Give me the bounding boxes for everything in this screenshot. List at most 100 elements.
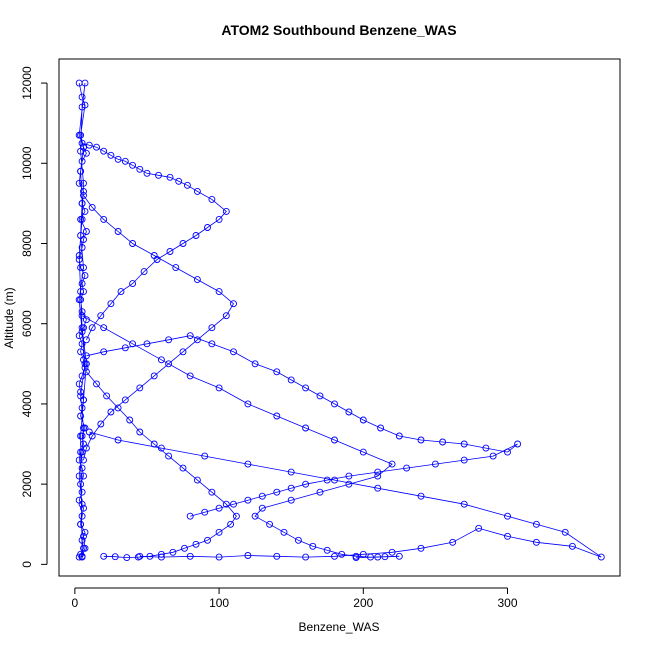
data-point	[215, 288, 223, 296]
data-point	[80, 187, 87, 195]
data-point	[114, 228, 122, 235]
data-point	[78, 328, 86, 336]
data-point	[77, 348, 85, 356]
data-point	[287, 496, 295, 504]
data-point	[88, 432, 96, 440]
data-point	[100, 215, 108, 223]
data-point	[417, 544, 425, 552]
data-point	[482, 444, 490, 452]
data-point	[126, 416, 134, 424]
data-point	[388, 548, 396, 556]
data-point	[287, 376, 295, 384]
data-point	[186, 332, 194, 340]
data-point	[121, 396, 129, 404]
data-point	[489, 452, 497, 460]
data-point	[374, 553, 382, 561]
data-point	[183, 181, 191, 189]
data-point	[77, 232, 85, 239]
data-point	[374, 468, 382, 476]
data-point	[82, 352, 90, 360]
data-point	[179, 240, 187, 247]
series-line	[78, 83, 87, 558]
data-point	[377, 424, 385, 432]
data-point	[80, 456, 87, 464]
data-point	[78, 199, 86, 207]
data-point	[193, 187, 201, 195]
data-point	[81, 207, 89, 215]
data-point	[367, 553, 374, 561]
data-point	[215, 504, 223, 512]
data-point	[331, 436, 338, 444]
data-point	[143, 340, 151, 348]
data-point	[208, 340, 216, 348]
data-point	[266, 520, 274, 528]
series-line	[89, 431, 602, 558]
data-point	[251, 360, 259, 368]
data-point	[97, 312, 105, 320]
data-point	[75, 179, 83, 187]
data-point	[166, 248, 174, 255]
data-point	[77, 432, 85, 440]
data-point	[93, 143, 100, 151]
data-point	[227, 520, 235, 528]
data-point	[80, 424, 87, 432]
data-point	[273, 488, 281, 496]
data-point	[331, 476, 338, 484]
data-point	[431, 460, 439, 468]
data-point	[208, 324, 216, 332]
y-tick-label: 6000	[20, 310, 34, 337]
data-point	[316, 488, 324, 496]
data-point	[302, 424, 310, 432]
data-point	[222, 500, 230, 508]
data-point	[316, 392, 324, 400]
series-line	[83, 195, 235, 461]
data-point	[129, 161, 137, 169]
data-point	[215, 528, 223, 536]
data-point	[345, 480, 353, 488]
data-point	[121, 344, 129, 352]
data-point	[345, 472, 353, 480]
data-point	[323, 546, 331, 554]
data-point	[75, 472, 83, 480]
data-point	[111, 553, 119, 561]
data-point	[129, 340, 137, 348]
data-point	[244, 496, 252, 504]
x-tick-label: 100	[209, 596, 229, 610]
data-point	[75, 252, 83, 259]
data-point	[374, 484, 382, 492]
data-point	[103, 392, 111, 400]
data-point	[352, 554, 360, 562]
data-point	[157, 550, 165, 558]
data-point	[287, 484, 295, 492]
data-point	[75, 553, 83, 561]
data-point	[78, 280, 86, 288]
data-point	[230, 300, 237, 308]
data-point	[82, 360, 90, 368]
data-point	[244, 400, 252, 408]
data-point	[532, 520, 540, 528]
data-point	[302, 384, 310, 392]
data-point	[251, 512, 259, 520]
data-point	[273, 412, 281, 420]
data-point	[230, 348, 237, 356]
data-point	[81, 79, 89, 87]
data-point	[280, 528, 288, 536]
data-point	[230, 500, 237, 508]
data-point	[150, 252, 158, 259]
data-point	[80, 396, 87, 404]
data-point	[78, 488, 86, 496]
data-point	[201, 452, 209, 460]
data-point	[345, 408, 353, 416]
data-point	[107, 408, 115, 416]
data-point	[395, 432, 403, 440]
data-point	[222, 312, 230, 320]
series-4	[85, 428, 605, 561]
data-point	[504, 448, 511, 456]
data-point	[395, 552, 403, 560]
data-point	[77, 412, 85, 420]
data-point	[165, 452, 173, 460]
data-point	[114, 436, 122, 444]
data-point	[78, 215, 86, 223]
data-point	[75, 296, 83, 304]
data-point	[374, 472, 382, 480]
